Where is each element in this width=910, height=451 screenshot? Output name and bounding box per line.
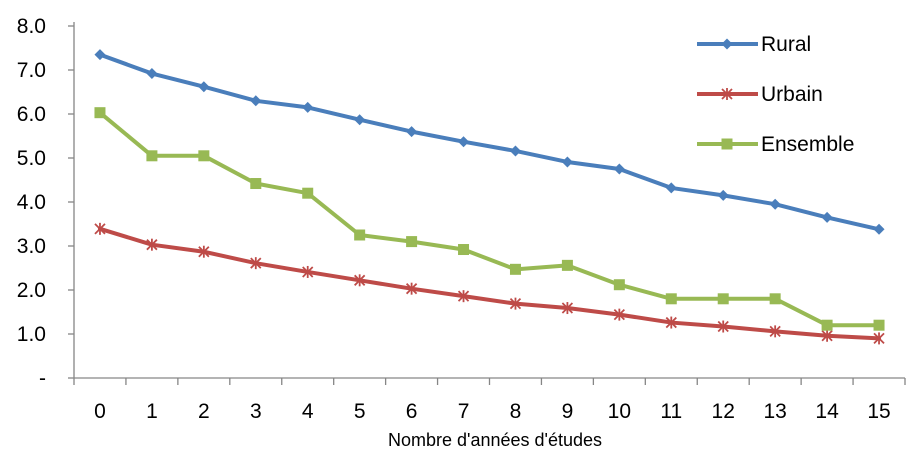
x-tick-label: 3 [250,400,262,423]
series-line-urbain [97,226,882,341]
data-point-urbain [509,297,522,310]
x-axis: 0 1 2 3 4 5 6 7 8 9 10 11 12 13 14 15 [73,377,906,423]
data-point-rural [302,101,314,113]
data-point-ensemble [769,293,781,305]
data-point-ensemble [250,178,262,190]
data-point-rural [198,81,210,93]
data-point-urbain [873,332,885,345]
y-tick-label: 2.0 [17,279,46,302]
x-tick-label: 9 [562,400,574,423]
data-point-urbain [613,308,625,321]
data-point-rural [146,68,158,80]
series-urbain [94,222,885,345]
data-point-urbain [717,320,729,333]
data-point-ensemble [146,150,158,162]
data-point-urbain [146,238,158,251]
data-point-ensemble [821,319,833,331]
data-point-rural [613,163,625,175]
legend-item-urbain: Urbain [697,83,823,106]
x-tick-label: 7 [458,400,470,423]
data-point-rural [250,95,262,107]
y-axis: - 1.0 2.0 3.0 4.0 5.0 6.0 7.0 8.0 [17,15,75,390]
legend-marker-ensemble [721,138,733,150]
data-point-ensemble [509,263,521,275]
data-point-urbain [405,282,418,295]
y-tick-label: 8.0 [17,15,46,38]
legend-label-rural: Rural [761,33,811,56]
series-rural [94,49,885,235]
data-point-ensemble [94,107,106,119]
y-tick-label: 6.0 [17,103,46,126]
data-point-ensemble [717,293,729,305]
data-point-urbain [94,222,106,235]
series-ensemble [94,107,885,331]
data-point-urbain [302,265,314,278]
data-point-rural [769,198,781,210]
x-tick-label: 1 [146,400,158,423]
data-point-ensemble [561,259,573,271]
legend-marker-urbain [721,88,733,100]
y-tick-label: - [39,367,46,390]
series-layer [94,49,885,345]
legend-item-ensemble: Ensemble [697,133,854,156]
data-point-urbain [769,325,781,338]
data-point-ensemble [302,187,314,199]
x-tick-label: 6 [406,400,418,423]
data-point-ensemble [354,229,366,241]
series-line-ensemble [97,110,882,328]
x-tick-label: 2 [198,400,210,423]
data-point-ensemble [665,293,677,305]
legend-label-urbain: Urbain [761,83,823,106]
data-point-rural [821,211,833,223]
data-point-urbain [250,257,262,270]
data-point-ensemble [873,319,885,331]
data-point-urbain [354,274,366,287]
data-point-rural [509,145,521,157]
data-point-ensemble [613,279,625,291]
data-point-rural [717,189,729,201]
data-point-ensemble [406,236,418,248]
data-point-urbain [821,329,833,342]
y-tick-label: 4.0 [17,191,46,214]
data-point-urbain [457,290,470,303]
legend: Rural Urbain Ensemble [697,33,854,156]
x-tick-label: 8 [510,400,522,423]
x-tick-label: 4 [302,400,314,423]
y-tick-label: 7.0 [17,59,46,82]
x-tick-label: 0 [94,400,106,423]
x-tick-label: 11 [660,400,682,423]
data-point-rural [873,223,885,235]
x-tick-label: 5 [354,400,366,423]
x-tick-label: 13 [763,400,786,423]
y-tick-label: 5.0 [17,147,46,170]
data-point-urbain [198,245,210,258]
y-tick-label: 3.0 [17,235,46,258]
data-point-ensemble [458,244,470,256]
x-axis-title: Nombre d'années d'études [388,430,602,450]
data-point-rural [458,136,470,148]
x-tick-label: 15 [867,400,890,423]
series-line-rural [97,52,882,232]
data-point-urbain [665,316,677,329]
data-point-rural [94,49,106,61]
data-point-rural [406,126,418,138]
x-tick-label: 10 [608,400,631,423]
data-point-rural [665,182,677,194]
legend-marker-rural [721,38,733,50]
x-tick-label: 14 [815,400,839,423]
x-tick-label: 12 [712,400,735,423]
data-point-urbain [561,302,574,315]
y-tick-label: 1.0 [17,323,46,346]
legend-label-ensemble: Ensemble [761,133,854,156]
data-point-ensemble [198,150,210,162]
data-point-rural [561,156,573,168]
legend-item-rural: Rural [697,33,811,56]
data-point-rural [354,114,366,126]
